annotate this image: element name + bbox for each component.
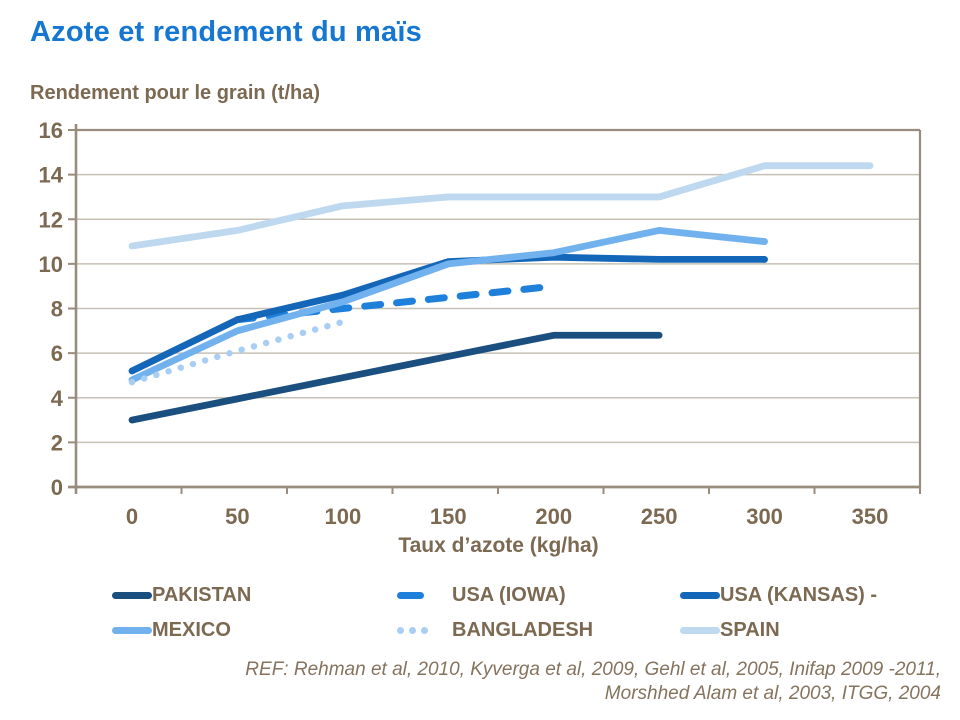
series-line-usa-iowa — [233, 282, 558, 324]
line-chart: 0 2 4 6 8 10 12 14 16 0 50 100 150 200 250 300 350 — [39, 118, 922, 529]
y-tick-label: 14 — [39, 163, 64, 188]
legend-item-mexico: MEXICO — [112, 619, 397, 641]
x-tick-label: 50 — [225, 504, 249, 529]
y-tick-label: 16 — [39, 118, 63, 143]
x-tick-label: 150 — [430, 504, 467, 529]
legend-line-sample — [680, 626, 720, 634]
legend-item-usa-kansas: USA (KANSAS) - — [680, 584, 877, 606]
legend-item-bangladesh: BANGLADESH — [397, 619, 680, 641]
legend-label: USA (KANSAS) - — [720, 583, 878, 606]
legend-dot — [397, 626, 404, 634]
spain-line-swatch — [680, 626, 720, 634]
legend-line-sample — [397, 591, 424, 599]
bangladesh-dots-swatch — [397, 626, 452, 634]
y-tick-label: 12 — [39, 207, 63, 232]
reference-text: REF: Rehman et al, 2010, Kyverga et al, … — [181, 658, 941, 706]
y-tick-labels: 0 2 4 6 8 10 12 14 16 — [39, 118, 64, 500]
legend-line-sample — [680, 591, 720, 599]
series-line-bangladesh — [128, 318, 347, 386]
legend-item-spain: SPAIN — [680, 619, 877, 641]
page-title: Azote et rendement du maïs — [30, 16, 422, 48]
legend-label: USA (IOWA) — [452, 583, 566, 606]
usa-kansas-line-swatch — [680, 591, 720, 599]
legend-line-sample — [112, 626, 152, 634]
x-tick-label: 200 — [535, 504, 572, 529]
legend-label: PAKISTAN — [152, 583, 252, 606]
series-line-pakistan — [128, 331, 663, 424]
reference-line-1: REF: Rehman et al, 2010, Kyverga et al, … — [245, 659, 941, 680]
x-tick-label: 350 — [852, 504, 889, 529]
chart-legend: PAKISTAN USA (IOWA) USA (KANSAS) - MEXIC… — [112, 584, 877, 641]
legend-item-pakistan: PAKISTAN — [112, 584, 397, 606]
axes-frame — [68, 124, 922, 494]
usa-iowa-dash-swatch — [397, 591, 452, 599]
legend-dot — [409, 626, 416, 634]
y-tick-label: 4 — [51, 386, 64, 411]
x-axis-title: Taux d’azote (kg/ha) — [398, 534, 599, 557]
y-tick-label: 8 — [51, 297, 63, 322]
legend-line-sample — [112, 591, 152, 599]
series-line-spain — [128, 162, 874, 250]
legend-item-usa-iowa: USA (IOWA) — [397, 584, 680, 606]
legend-label: BANGLADESH — [452, 618, 594, 641]
y-tick-label: 6 — [51, 341, 63, 366]
legend-dot — [421, 626, 428, 634]
x-tick-label: 300 — [746, 504, 783, 529]
x-tick-label: 0 — [126, 504, 138, 529]
reference-line-2: Morshhed Alam et al, 2003, ITGG, 2004 — [604, 683, 941, 704]
y-tick-label: 0 — [51, 475, 63, 500]
data-series — [128, 162, 874, 424]
y-axis-title: Rendement pour le grain (t/ha) — [30, 82, 321, 104]
pakistan-line-swatch — [112, 591, 152, 599]
y-tick-label: 2 — [51, 430, 63, 455]
legend-label: MEXICO — [152, 618, 231, 641]
y-tick-label: 10 — [39, 252, 63, 277]
legend-label: SPAIN — [720, 618, 780, 641]
x-tick-label: 100 — [324, 504, 361, 529]
mexico-line-swatch — [112, 626, 152, 634]
series-line-mexico — [128, 227, 768, 384]
x-tick-label: 250 — [641, 504, 678, 529]
gridlines — [76, 173, 920, 444]
x-tick-labels: 0 50 100 150 200 250 300 350 — [126, 504, 888, 529]
